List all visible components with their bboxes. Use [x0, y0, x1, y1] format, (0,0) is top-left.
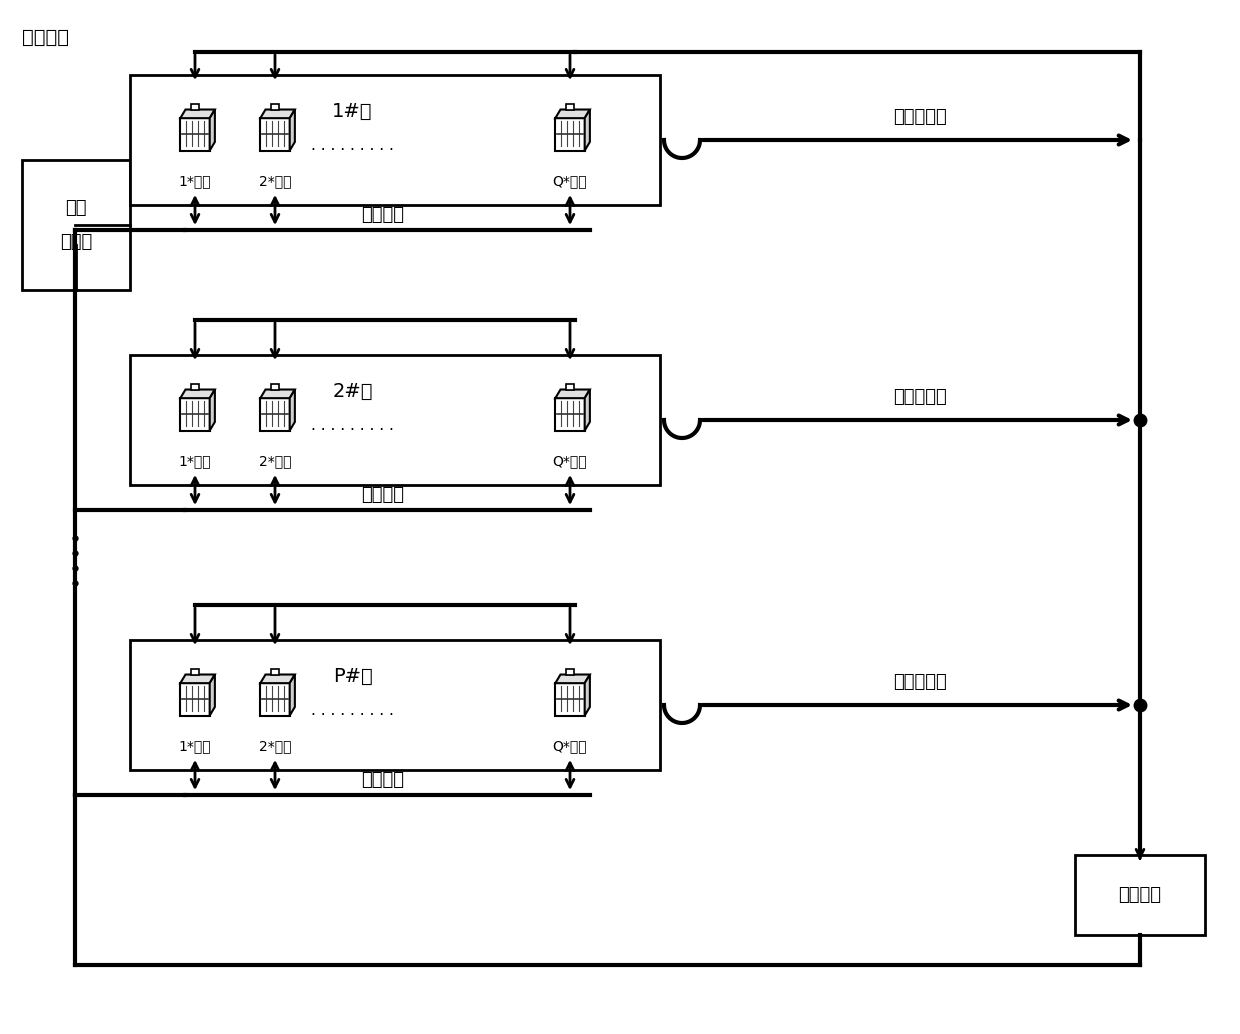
- Polygon shape: [210, 674, 215, 716]
- Polygon shape: [585, 390, 590, 430]
- Text: 输出汇流排: 输出汇流排: [893, 388, 947, 406]
- Text: · · · · · · · · ·: · · · · · · · · ·: [311, 423, 394, 438]
- Bar: [270, 385, 279, 390]
- Bar: [270, 669, 279, 674]
- Bar: [180, 118, 210, 151]
- Text: 集中
控制器: 集中 控制器: [60, 199, 92, 251]
- Text: 1*模块: 1*模块: [179, 739, 211, 754]
- Text: 通信总线: 通信总线: [361, 486, 404, 504]
- Polygon shape: [260, 674, 295, 683]
- Polygon shape: [260, 110, 295, 118]
- Text: 通信总线: 通信总线: [361, 771, 404, 789]
- Polygon shape: [260, 390, 295, 398]
- Polygon shape: [180, 390, 215, 398]
- Polygon shape: [556, 674, 590, 683]
- Bar: [180, 398, 210, 430]
- Text: P#行: P#行: [332, 667, 372, 686]
- Polygon shape: [585, 674, 590, 716]
- Polygon shape: [556, 390, 590, 398]
- Bar: [556, 398, 585, 430]
- Bar: [556, 683, 585, 716]
- Text: 输出汇流排: 输出汇流排: [893, 108, 947, 126]
- Text: 2*模块: 2*模块: [259, 455, 291, 468]
- Text: 1*模块: 1*模块: [179, 175, 211, 188]
- Text: 2*模块: 2*模块: [259, 175, 291, 188]
- Bar: [260, 683, 290, 716]
- Text: Q*模块: Q*模块: [553, 739, 588, 754]
- Bar: [260, 118, 290, 151]
- Text: Q*模块: Q*模块: [553, 175, 588, 188]
- Bar: [565, 385, 574, 390]
- Polygon shape: [210, 390, 215, 430]
- Polygon shape: [290, 390, 295, 430]
- Polygon shape: [290, 110, 295, 151]
- Text: 2*模块: 2*模块: [259, 739, 291, 754]
- Bar: [1075, 855, 1205, 935]
- Polygon shape: [556, 110, 590, 118]
- Polygon shape: [210, 110, 215, 151]
- Bar: [180, 683, 210, 716]
- Bar: [191, 104, 200, 110]
- Polygon shape: [290, 674, 295, 716]
- Text: 输出汇流排: 输出汇流排: [893, 673, 947, 691]
- Text: 1*模块: 1*模块: [179, 455, 211, 468]
- Bar: [22, 160, 130, 290]
- Text: 1#行: 1#行: [332, 102, 373, 121]
- Bar: [565, 669, 574, 674]
- Text: 通信总线: 通信总线: [361, 206, 404, 224]
- Bar: [556, 118, 585, 151]
- Bar: [130, 355, 660, 485]
- Bar: [191, 385, 200, 390]
- Text: Q*模块: Q*模块: [553, 455, 588, 468]
- Bar: [130, 75, 660, 205]
- Bar: [565, 104, 574, 110]
- Bar: [260, 398, 290, 430]
- Text: 2#行: 2#行: [332, 382, 373, 401]
- Bar: [191, 669, 200, 674]
- Text: · · · · · · · · ·: · · · · · · · · ·: [311, 708, 394, 723]
- Polygon shape: [180, 110, 215, 118]
- Text: 用电负载: 用电负载: [1118, 886, 1162, 904]
- Polygon shape: [585, 110, 590, 151]
- Text: · · · · · · · · ·: · · · · · · · · ·: [311, 143, 394, 158]
- Bar: [270, 104, 279, 110]
- Text: 输入电源: 输入电源: [22, 28, 69, 47]
- Polygon shape: [180, 674, 215, 683]
- Bar: [130, 640, 660, 770]
